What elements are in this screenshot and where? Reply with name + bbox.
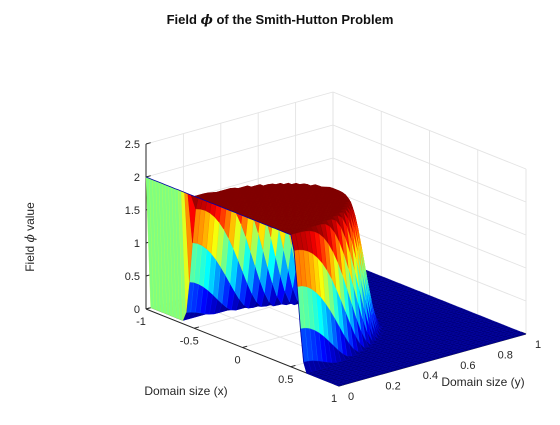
surface-front-edge xyxy=(145,176,340,387)
y-tick-label: 0 xyxy=(348,391,354,403)
y-tick-label: 0.8 xyxy=(498,349,513,361)
x-tick-label: -1 xyxy=(136,316,146,328)
grid-line-z-side xyxy=(145,91,334,145)
z-tick-mark xyxy=(145,142,151,145)
y-axis-label: Domain size (y) xyxy=(441,375,524,389)
x-tick-mark xyxy=(242,345,248,348)
y-tick-label: 0.2 xyxy=(385,381,400,393)
z-tick-mark xyxy=(145,307,151,310)
z-tick-label: 0.5 xyxy=(125,271,140,283)
z-tick-label: 2.5 xyxy=(125,139,140,151)
y-tick-label: 0.4 xyxy=(423,370,438,382)
chart-title: Field ϕ of the Smith-Hutton Problem xyxy=(167,12,394,28)
z-tick-label: 2 xyxy=(134,172,140,184)
x-axis-label: Domain size (x) xyxy=(144,384,227,398)
grid-line-z-back xyxy=(332,190,527,269)
x-tick-label: 1 xyxy=(331,393,337,405)
surface-plot xyxy=(145,176,527,387)
grid-line-z-side xyxy=(145,124,334,178)
y-tick-label: 0.6 xyxy=(460,360,475,372)
z-tick-label: 1 xyxy=(134,238,140,250)
x-tick-label: -0.5 xyxy=(180,335,199,347)
z-tick-label: 0 xyxy=(134,304,140,316)
y-tick-label: 1 xyxy=(535,339,541,351)
grid-line-z-back xyxy=(332,157,527,236)
x-tick-mark xyxy=(194,326,200,329)
x-tick-mark xyxy=(290,364,296,368)
x-tick-label: 0 xyxy=(234,355,240,367)
z-axis-label: Field ϕ value xyxy=(23,202,37,272)
z-tick-mark xyxy=(145,175,151,178)
grid-line-z-back xyxy=(332,223,527,302)
x-tick-label: 0.5 xyxy=(278,374,293,386)
grid-line-z-back xyxy=(332,91,527,170)
grid-line-z-back xyxy=(332,124,527,203)
z-tick-label: 1.5 xyxy=(125,205,140,217)
